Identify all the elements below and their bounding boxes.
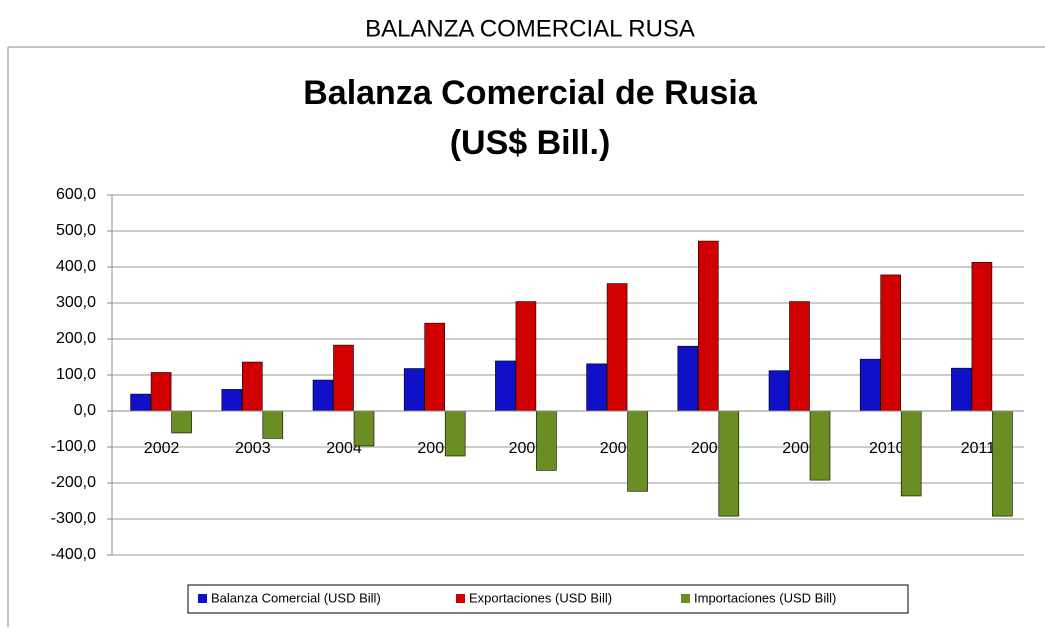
page-title: BALANZA COMERCIAL RUSA — [365, 15, 695, 42]
x-tick-label: 2003 — [235, 440, 271, 457]
bar — [171, 410, 192, 434]
bar — [697, 240, 719, 412]
y-tick-label: 0,0 — [74, 402, 96, 419]
y-tick-label: 100,0 — [56, 366, 96, 383]
bar — [677, 345, 699, 412]
y-tick-label: -400,0 — [51, 546, 96, 563]
bar — [606, 283, 628, 412]
y-tick-label: 500,0 — [56, 222, 96, 239]
legend-label: Importaciones (USD Bill) — [694, 590, 836, 605]
bar — [403, 368, 425, 412]
legend-swatch — [198, 594, 207, 603]
bar — [992, 410, 1013, 517]
x-tick-label: 2007 — [600, 440, 636, 457]
bar — [353, 410, 375, 447]
bar — [312, 379, 334, 412]
bar — [262, 410, 284, 439]
bar — [424, 322, 446, 412]
bar — [130, 393, 151, 412]
y-tick-label: -300,0 — [51, 510, 96, 527]
bar — [444, 410, 466, 457]
legend-label: Balanza Comercial (USD Bill) — [211, 590, 381, 605]
bar — [333, 344, 354, 412]
bar — [768, 370, 790, 412]
y-tick-label: -100,0 — [51, 438, 96, 455]
bar — [150, 372, 172, 412]
legend-label: Exportaciones (USD Bill) — [469, 590, 612, 605]
x-tick-label: 2009 — [782, 440, 818, 457]
bar — [627, 410, 648, 492]
y-tick-label: -200,0 — [51, 474, 96, 491]
bar — [221, 389, 243, 412]
chart-title: Balanza Comercial de Rusia — [303, 74, 758, 112]
bar — [586, 363, 607, 412]
bar — [859, 358, 881, 412]
bar — [515, 301, 537, 412]
bar — [880, 274, 902, 412]
legend-swatch — [681, 594, 690, 603]
x-tick-label: 2002 — [144, 440, 180, 457]
y-tick-label: 200,0 — [56, 330, 96, 347]
y-tick-label: 300,0 — [56, 294, 96, 311]
chart-title: (US$ Bill.) — [450, 124, 611, 162]
x-tick-label: 2006 — [509, 440, 545, 457]
x-tick-label: 2008 — [691, 440, 727, 457]
bar — [951, 367, 972, 412]
bar — [495, 360, 516, 412]
y-tick-label: 600,0 — [56, 186, 96, 203]
legend-box — [187, 584, 909, 614]
legend-swatch — [456, 594, 465, 603]
bar — [971, 262, 993, 412]
bar — [789, 301, 810, 412]
bar — [809, 410, 831, 481]
bar — [242, 361, 263, 412]
x-tick-label: 2005 — [417, 440, 453, 457]
bar — [900, 410, 922, 497]
y-tick-label: 400,0 — [56, 258, 96, 275]
x-tick-label: 2004 — [326, 440, 362, 457]
bar — [718, 410, 740, 517]
bar — [536, 410, 557, 471]
